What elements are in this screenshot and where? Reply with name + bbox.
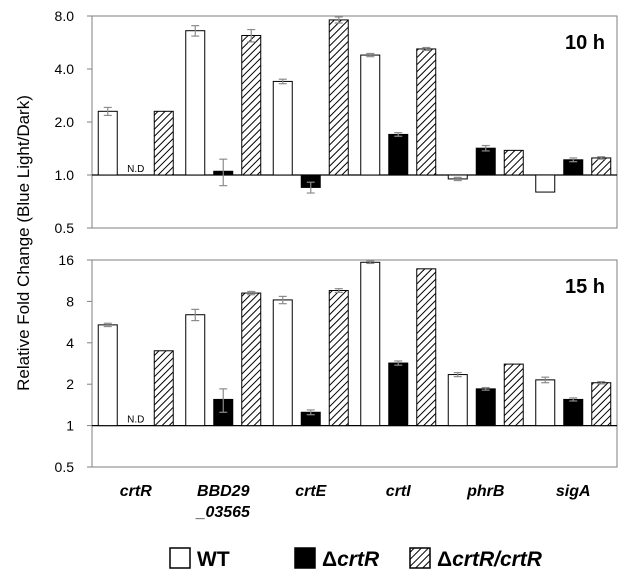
bar-3	[591, 157, 612, 176]
category-label: crtR	[120, 483, 152, 500]
bar-3	[416, 48, 437, 176]
bar-2	[563, 398, 584, 427]
category-label: _03565	[196, 504, 251, 521]
y-tick-label: 4	[66, 335, 74, 351]
bar-1	[535, 174, 556, 193]
bar-1	[360, 54, 381, 176]
bar-2	[388, 133, 409, 176]
category-label: phrB	[466, 483, 504, 500]
bar-3	[591, 382, 612, 427]
bar-1	[447, 374, 468, 427]
bar-3	[241, 292, 262, 427]
bar-1	[360, 261, 381, 427]
bar-1	[185, 314, 206, 427]
bar-1	[97, 110, 118, 176]
legend-swatch	[169, 547, 191, 569]
bar-1	[535, 379, 556, 427]
bar-3	[153, 110, 174, 176]
nd-label: N.D	[127, 164, 144, 175]
bar-3	[416, 268, 437, 427]
bar-3	[153, 350, 174, 427]
panel-title: 10 h	[565, 32, 605, 54]
panel-title: 15 h	[565, 276, 605, 298]
bar-1	[272, 80, 293, 176]
bar-1	[185, 30, 206, 176]
bar-3	[328, 19, 349, 176]
y-tick-label: 8	[66, 293, 74, 309]
y-tick-label: 2	[66, 376, 74, 392]
legend-label: WT	[197, 548, 230, 571]
panel-1: 0.5 1.0 2.0 4.0 8.0 N.D 10 h	[55, 8, 618, 236]
bar-2	[388, 362, 409, 427]
chart-root: 0.5 1.0 2.0 4.0 8.0 N.D 10 h 0.5 1 2 4 8 16 N.D 15 h cr…	[14, 8, 618, 571]
category-label: crtE	[295, 483, 327, 500]
y-tick-label: 1.0	[55, 167, 75, 183]
legend: WT ΔcrtR ΔcrtR/crtR	[169, 547, 543, 571]
legend-label: ΔcrtR/crtR	[437, 548, 543, 571]
y-axis-label: Relative Fold Change (Blue Light/Dark)	[14, 95, 33, 391]
y-tick-label: 1	[66, 418, 74, 434]
bar-3	[241, 34, 262, 176]
category-label: sigA	[556, 483, 591, 500]
bar-3	[503, 363, 524, 427]
legend-label: ΔcrtR	[322, 548, 380, 571]
legend-swatch	[409, 547, 431, 569]
y-tick-label: 2.0	[55, 114, 75, 130]
nd-label: N.D	[127, 415, 144, 426]
bar-2	[475, 388, 496, 427]
legend-swatch	[294, 547, 316, 569]
category-label: BBD29	[197, 483, 250, 500]
bar-2	[475, 147, 496, 176]
panel-2: 0.5 1 2 4 8 16 N.D 15 h	[55, 252, 618, 475]
y-tick-label: 4.0	[55, 61, 75, 77]
bar-3	[503, 149, 524, 176]
bar-1	[272, 299, 293, 427]
y-tick-label: 8.0	[55, 8, 75, 24]
category-label: crtI	[386, 483, 411, 500]
y-tick-label: 0.5	[55, 220, 75, 236]
y-tick-label: 16	[58, 252, 74, 268]
bar-3	[328, 290, 349, 427]
plot-frame	[91, 259, 618, 468]
bar-1	[97, 324, 118, 427]
y-tick-label: 0.5	[55, 459, 75, 475]
